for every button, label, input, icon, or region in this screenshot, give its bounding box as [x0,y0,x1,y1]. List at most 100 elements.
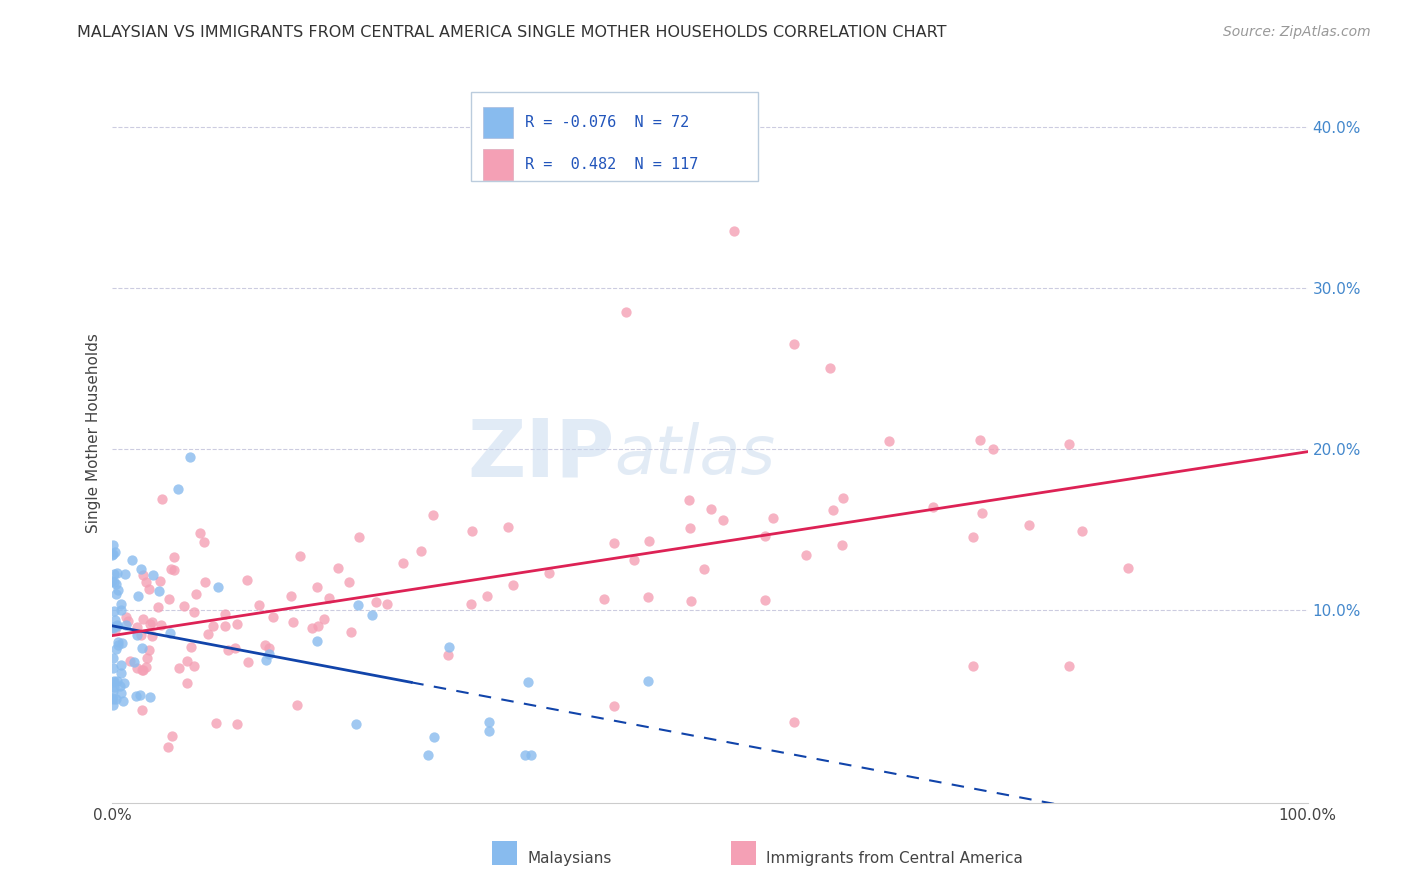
Point [259,647,281,661]
Point [782,337,804,351]
Point [226,616,249,631]
Point [110,597,132,611]
Point [502,578,524,592]
Point [101,651,124,665]
Point [132,663,155,677]
Point [131,640,153,655]
Point [592,592,614,607]
Point [253,638,276,652]
Point [150,618,173,632]
Point [108,679,131,693]
Point [122,656,145,670]
Text: R =  0.482  N = 117: R = 0.482 N = 117 [524,157,699,172]
Point [105,692,128,706]
Point [516,674,538,689]
Point [112,694,135,708]
Point [101,675,124,690]
Point [193,534,215,549]
Point [101,690,124,705]
Point [101,548,124,562]
Point [1071,524,1094,539]
Point [307,619,329,633]
Point [205,715,228,730]
FancyBboxPatch shape [471,92,758,181]
Point [922,500,945,514]
Point [105,618,128,632]
Point [307,580,329,594]
Point [678,493,700,508]
Point [167,482,190,496]
Point [104,623,127,637]
Point [962,530,984,544]
Point [318,591,340,605]
Point [142,567,165,582]
Point [1118,560,1140,574]
Point [478,715,501,730]
Point [262,610,284,624]
Point [290,549,312,563]
Point [693,562,716,576]
Point [129,628,152,642]
Point [105,566,128,580]
Point [101,538,124,552]
Point [167,661,190,675]
Point [135,574,157,589]
Point [194,574,217,589]
Point [139,690,162,705]
Point [180,640,202,654]
Point [1057,437,1080,451]
Point [101,574,124,588]
Point [163,563,186,577]
Text: MALAYSIAN VS IMMIGRANTS FROM CENTRAL AMERICA SINGLE MOTHER HOUSEHOLDS CORRELATIO: MALAYSIAN VS IMMIGRANTS FROM CENTRAL AME… [77,25,946,40]
Point [623,552,645,566]
Point [125,620,148,634]
Text: atlas: atlas [614,422,776,488]
Point [131,703,153,717]
Point [831,491,853,505]
Point [197,627,219,641]
Point [183,605,205,619]
Point [207,580,229,594]
Point [201,619,224,633]
Point [103,604,125,618]
Point [141,615,163,629]
Point [101,698,124,713]
Point [981,442,1004,457]
Point [281,615,304,629]
Point [436,648,458,662]
Point [782,715,804,730]
Point [131,612,153,626]
Point [754,529,776,543]
Point [101,661,124,675]
Point [638,534,661,549]
Point [183,659,205,673]
Point [254,653,277,667]
Text: R = -0.076  N = 72: R = -0.076 N = 72 [524,115,689,130]
Point [156,739,179,754]
Point [257,640,280,655]
Point [107,635,129,649]
Point [131,664,153,678]
Point [214,619,236,633]
Point [186,587,208,601]
Text: Malaysians: Malaysians [527,851,612,865]
Point [103,681,125,695]
Point [681,594,703,608]
Point [159,625,181,640]
Point [138,582,160,597]
Point [794,548,817,562]
Point [301,621,323,635]
Point [603,699,626,714]
Bar [484,107,513,138]
Point [236,573,259,587]
Point [105,587,128,601]
Point [125,689,148,703]
Point [418,747,440,762]
Point [823,503,845,517]
Point [247,598,270,612]
Point [127,661,149,675]
Point [312,612,335,626]
Point [375,597,398,611]
Point [478,724,501,739]
Point [361,607,384,622]
